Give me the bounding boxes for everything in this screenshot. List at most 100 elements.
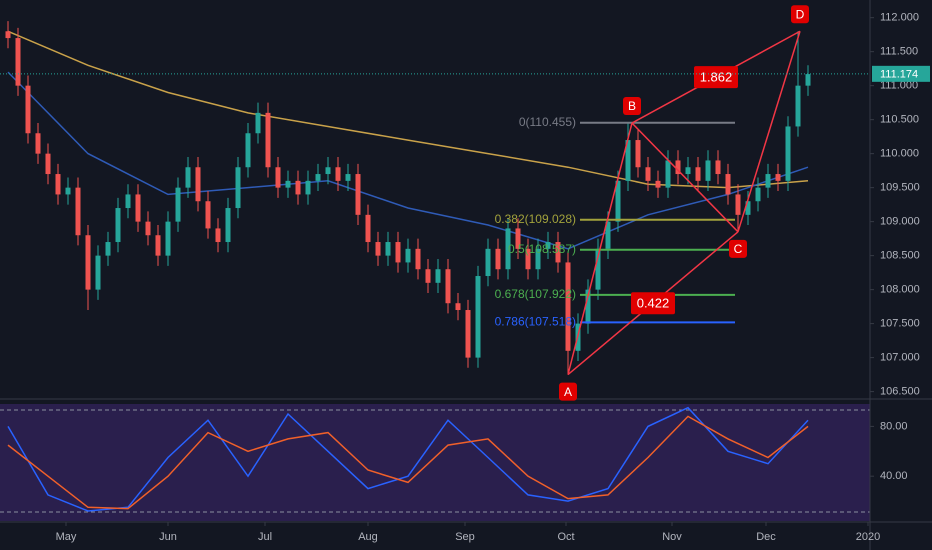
candle-body [605, 221, 611, 249]
y-tick-label: 107.500 [880, 318, 920, 330]
candle-body [555, 242, 561, 263]
candle-body [785, 126, 791, 181]
x-tick-label: Jun [159, 531, 177, 543]
candle-body [585, 289, 591, 324]
pattern-label: A [564, 385, 572, 399]
candle-body [55, 174, 61, 195]
candle-body [145, 221, 151, 236]
candle-body [195, 167, 201, 202]
candle-body [365, 214, 371, 243]
y-tick-label: 107.000 [880, 352, 920, 364]
candle-body [35, 133, 41, 154]
candle-body [235, 167, 241, 209]
candle-body [255, 112, 261, 134]
candle-body [425, 269, 431, 283]
x-tick-label: Oct [557, 531, 574, 543]
pattern-label: C [734, 242, 743, 256]
ratio-label: 1.862 [700, 70, 733, 85]
candle-body [15, 38, 21, 86]
candle-body [65, 187, 71, 195]
candle-body [285, 180, 291, 188]
candle-body [85, 235, 91, 290]
candle-body [745, 201, 751, 215]
pattern-point [729, 239, 747, 258]
last-price-label: 111.174 [880, 69, 918, 81]
line-series [7, 71, 809, 250]
candle-body [735, 194, 741, 215]
pattern-label: D [796, 7, 805, 21]
line-series [7, 415, 809, 510]
candle-body [315, 174, 321, 181]
candle-body [565, 262, 571, 351]
candle-body [325, 167, 331, 175]
x-tick-label: Aug [358, 531, 378, 543]
candle-body [765, 174, 771, 188]
y-tick-label: 110.500 [880, 114, 919, 126]
candle-body [515, 228, 521, 249]
oscillator-pane [0, 404, 870, 521]
candle-body [685, 167, 691, 175]
fib-label: 0.786(107.518) [495, 315, 576, 329]
candle-body [205, 201, 211, 229]
candle-body [525, 248, 531, 270]
last-price-tag [872, 65, 930, 82]
candle-body [435, 269, 441, 283]
candle-body [415, 248, 421, 270]
candle-body [715, 160, 721, 175]
candle-body [645, 167, 651, 181]
candle-body [105, 242, 111, 256]
y-tick-label: 110.000 [880, 148, 919, 160]
candle-body [625, 140, 631, 181]
y-tick-label: 108.000 [880, 284, 920, 296]
candle-body [245, 133, 251, 168]
y-tick-label: 40.00 [880, 470, 908, 482]
pattern-point [791, 5, 809, 24]
candle-body [275, 167, 281, 188]
y-tick-label: 112.000 [880, 12, 919, 24]
y-tick-label: 111.000 [880, 80, 918, 92]
x-tick-label: Sep [455, 531, 475, 543]
candle-body [125, 194, 131, 209]
candle-body [805, 74, 811, 86]
fib-label: 0.382(109.028) [495, 212, 576, 226]
candle-body [45, 153, 51, 175]
x-tick-label: Nov [662, 531, 682, 543]
candle-body [155, 235, 161, 256]
pattern-leg [631, 122, 739, 233]
fib-label: 0(110.455) [519, 115, 576, 129]
fib-label: 0.678(107.922) [495, 287, 576, 301]
candle-body [595, 248, 601, 290]
x-tick-label: Dec [756, 531, 776, 543]
ratio-box [694, 66, 738, 89]
y-tick-label: 80.00 [880, 420, 908, 432]
candle-body [455, 303, 461, 311]
candle-body [775, 174, 781, 181]
candle-body [395, 242, 401, 263]
candle-body [165, 221, 171, 256]
candle-body [665, 160, 671, 188]
pattern-leg [567, 122, 633, 375]
candle-body [135, 194, 141, 222]
candle-body [265, 112, 271, 168]
y-tick-label: 109.000 [880, 216, 920, 228]
candle-body [545, 242, 551, 249]
x-tick-label: Jul [258, 531, 272, 543]
candle-body [185, 167, 191, 188]
candle-body [675, 160, 681, 175]
y-tick-label: 109.500 [880, 182, 920, 194]
fib-label: 0.5(108.587) [508, 242, 576, 256]
candle-body [615, 180, 621, 222]
candle-body [305, 180, 311, 195]
candle-body [225, 208, 231, 243]
x-tick-label: May [56, 531, 77, 543]
candle-body [705, 160, 711, 181]
pattern-label: B [628, 99, 636, 113]
candle-body [95, 255, 101, 290]
y-tick-label: 106.500 [880, 386, 920, 398]
candle-body [25, 85, 31, 134]
candle-body [375, 242, 381, 256]
candle-body [335, 167, 341, 181]
candle-body [5, 31, 11, 39]
candle-body [445, 269, 451, 304]
